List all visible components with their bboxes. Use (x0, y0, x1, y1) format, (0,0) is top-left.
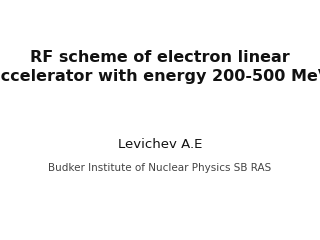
Text: RF scheme of electron linear
accelerator with energy 200-500 MeV: RF scheme of electron linear accelerator… (0, 50, 320, 84)
Text: Levichev A.E: Levichev A.E (118, 138, 202, 150)
Text: Budker Institute of Nuclear Physics SB RAS: Budker Institute of Nuclear Physics SB R… (48, 163, 272, 173)
